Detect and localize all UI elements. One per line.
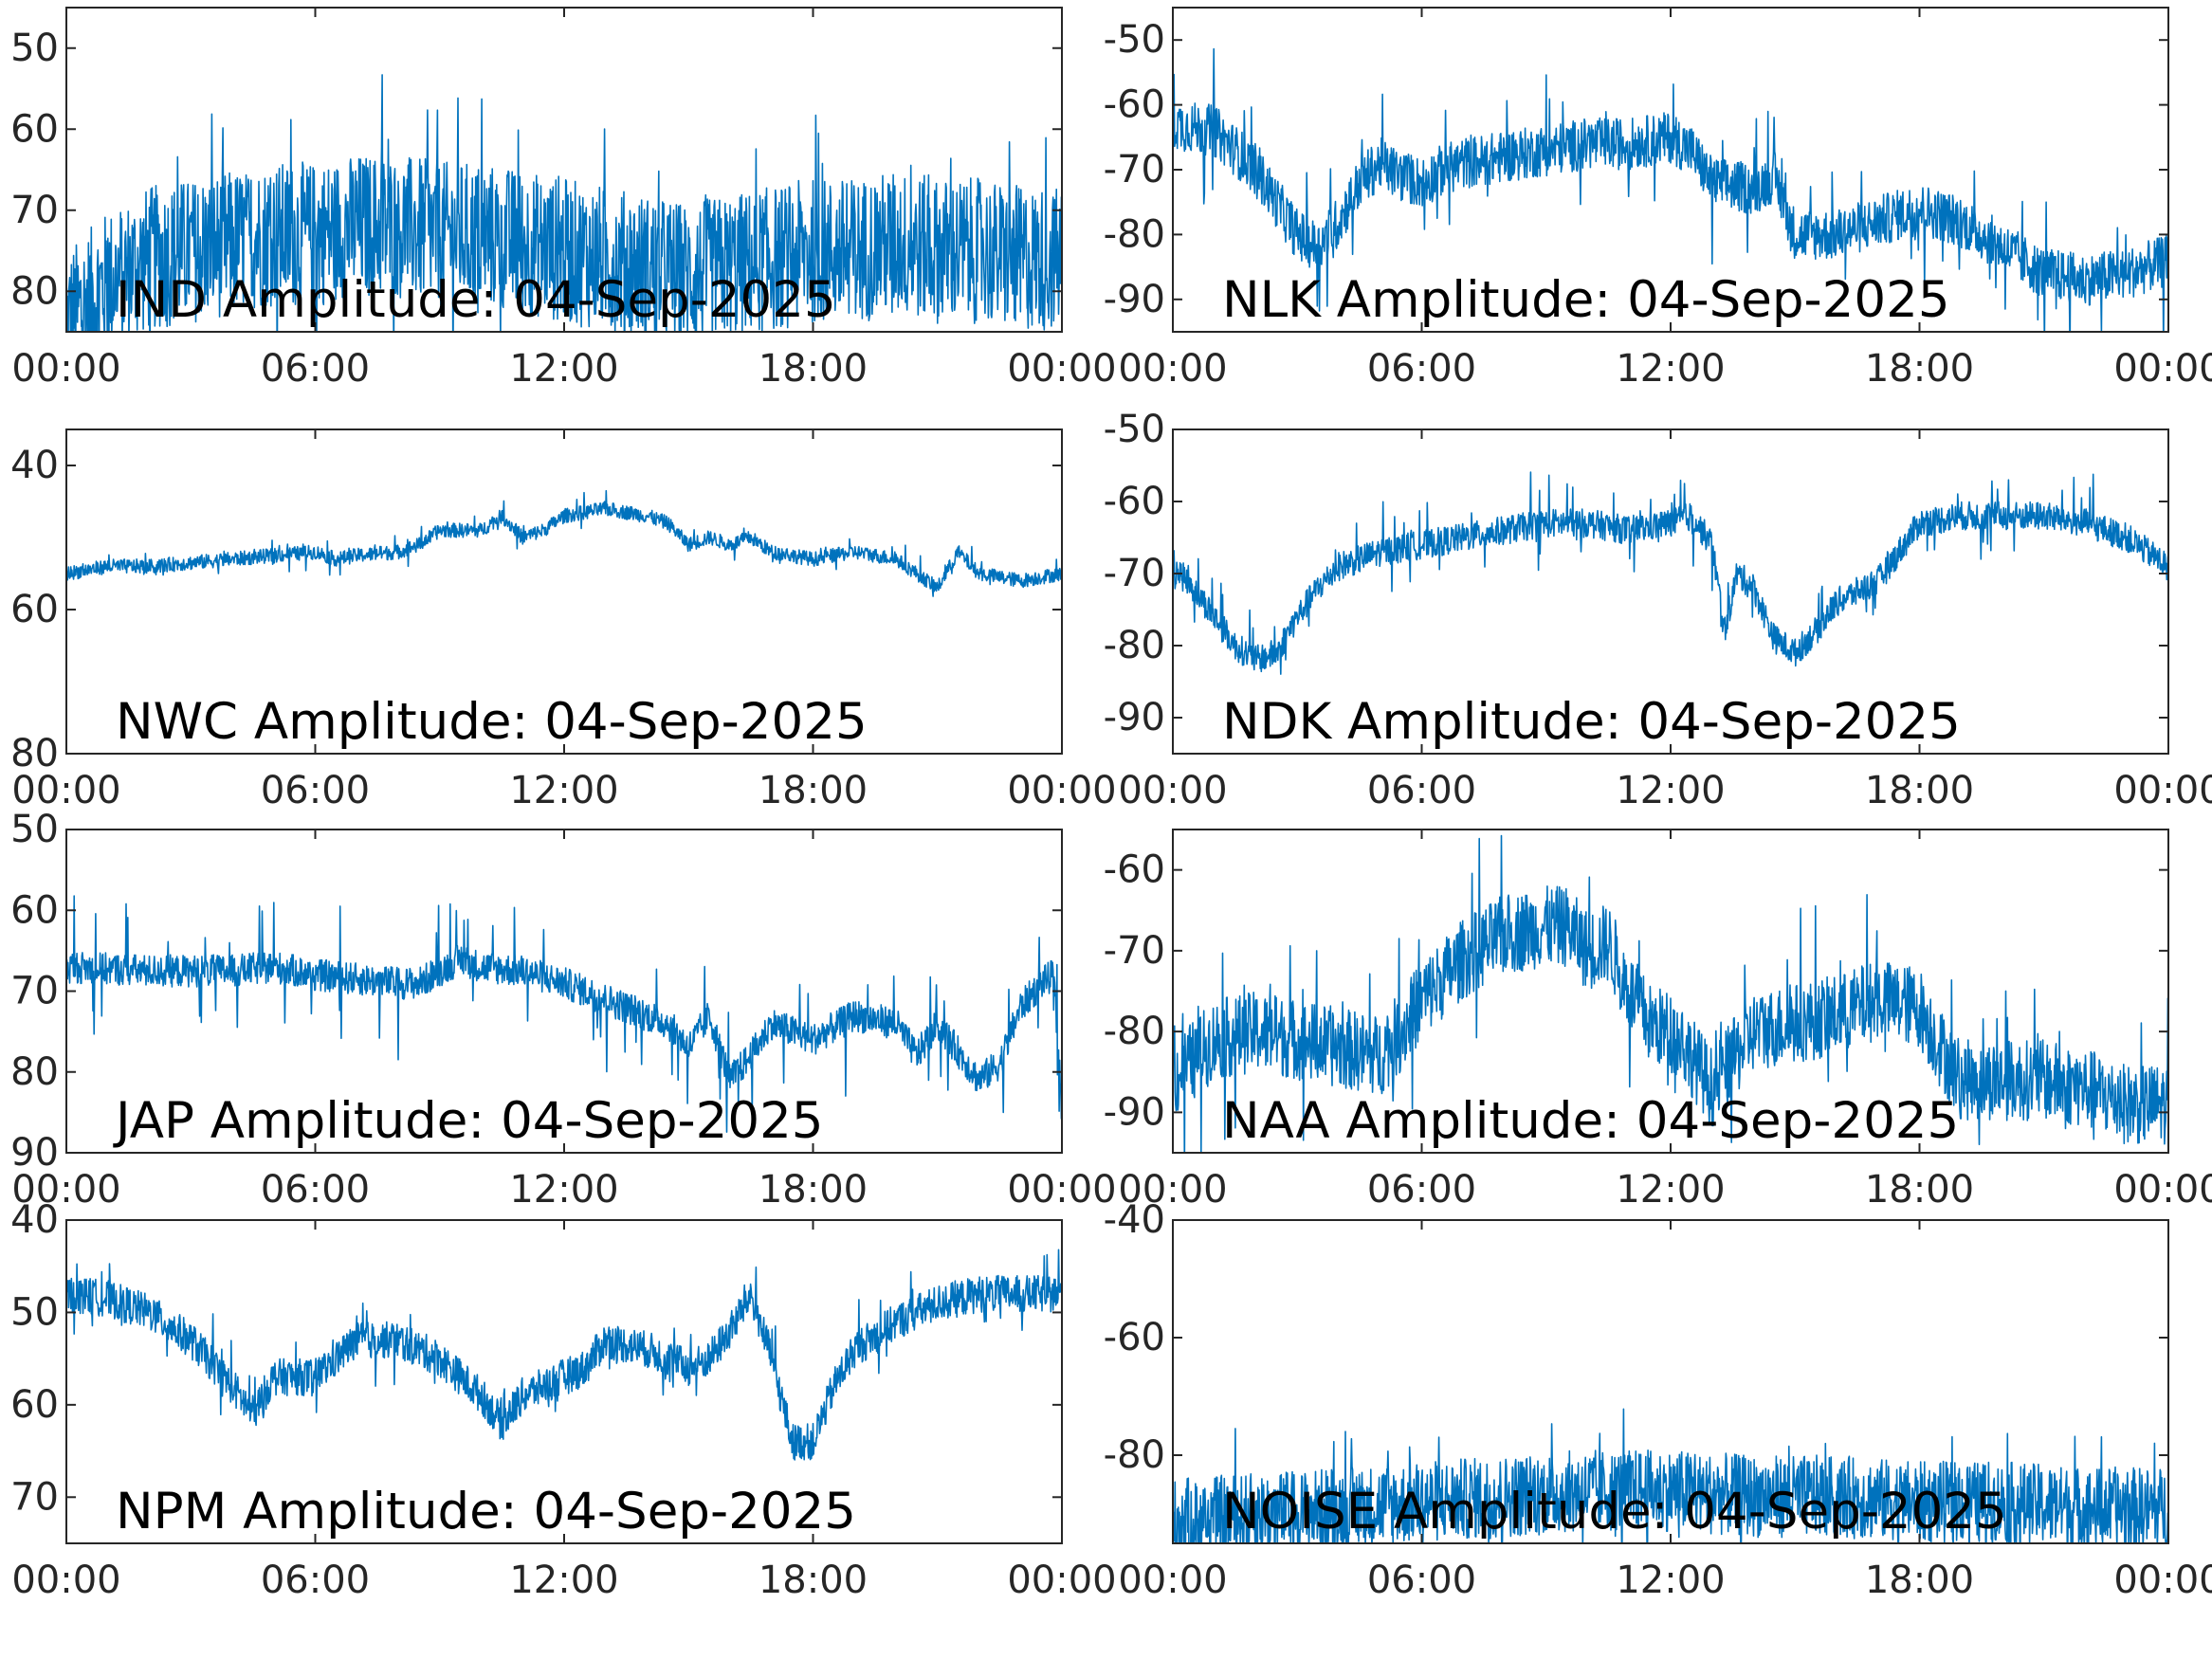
chart-npm: 00:00 06:00 12:00 18:00 00:00 40 50 60 70 NPM Amp… bbox=[10, 1198, 1117, 1602]
chart-nwc-x-tick-label: 00:00 bbox=[11, 769, 120, 812]
chart-nlk-y-tick-label: -90 bbox=[1104, 278, 1165, 321]
chart-jap-x-tick-label: 06:00 bbox=[261, 1168, 370, 1212]
chart-ind-y-tick-label: 50 bbox=[10, 27, 59, 70]
chart-ind-x-tick-label: 00:00 bbox=[11, 347, 120, 391]
chart-ind-x-tick-label: 12:00 bbox=[509, 347, 618, 391]
chart-npm-y-tick-label: 70 bbox=[10, 1475, 59, 1519]
chart-nwc-y-tick-label: 80 bbox=[10, 732, 59, 775]
chart-naa-series-line bbox=[1173, 834, 2168, 1153]
chart-nwc-x-tick-label: 18:00 bbox=[759, 769, 868, 812]
chart-nwc-series-line bbox=[66, 489, 1062, 597]
chart-noise-x-tick-label: 06:00 bbox=[1367, 1559, 1476, 1602]
chart-npm-x-tick-label: 00:00 bbox=[1007, 1559, 1116, 1602]
chart-ndk-y-tick-label: -70 bbox=[1104, 552, 1165, 595]
chart-npm-x-tick-label: 18:00 bbox=[759, 1559, 868, 1602]
chart-ndk-y-tick-label: -60 bbox=[1104, 480, 1165, 523]
chart-ind-title: IND Amplitude: 04-Sep-2025 bbox=[116, 271, 836, 329]
chart-naa-x-tick-label: 12:00 bbox=[1616, 1168, 1725, 1212]
chart-jap-y-tick-label: 80 bbox=[10, 1050, 59, 1094]
chart-noise-series-line bbox=[1173, 1408, 2168, 1543]
chart-nlk-y-tick-label: -60 bbox=[1104, 83, 1165, 127]
chart-naa-x-tick-label: 18:00 bbox=[1865, 1168, 1974, 1212]
chart-nlk-y-tick-label: -70 bbox=[1104, 148, 1165, 191]
chart-jap-title: JAP Amplitude: 04-Sep-2025 bbox=[113, 1092, 824, 1150]
chart-nwc-x-tick-label: 06:00 bbox=[261, 769, 370, 812]
chart-nwc-x-tick-label: 12:00 bbox=[509, 769, 618, 812]
chart-naa-y-tick-label: -60 bbox=[1104, 848, 1165, 892]
chart-ind-x-tick-label: 18:00 bbox=[759, 347, 868, 391]
chart-jap: 00:00 06:00 12:00 18:00 00:00 50 60 70 80 90 JAP A… bbox=[10, 808, 1117, 1212]
chart-ndk-title: NDK Amplitude: 04-Sep-2025 bbox=[1222, 693, 1961, 751]
chart-nlk-y-tick-label: -50 bbox=[1104, 18, 1165, 62]
chart-naa-y-tick-label: -80 bbox=[1104, 1010, 1165, 1053]
chart-ndk-x-tick-label: 18:00 bbox=[1865, 769, 1974, 812]
chart-ind-y-tick-label: 70 bbox=[10, 189, 59, 232]
chart-jap-y-tick-label: 50 bbox=[10, 808, 59, 851]
chart-jap-x-tick-label: 18:00 bbox=[759, 1168, 868, 1212]
chart-ndk-series-line bbox=[1173, 471, 2168, 675]
chart-jap-series-line bbox=[66, 895, 1062, 1133]
chart-nlk-title: NLK Amplitude: 04-Sep-2025 bbox=[1222, 271, 1950, 329]
chart-nlk-x-tick-label: 06:00 bbox=[1367, 347, 1476, 391]
chart-noise-x-tick-label: 00:00 bbox=[1118, 1559, 1227, 1602]
chart-nlk-x-tick-label: 12:00 bbox=[1616, 347, 1725, 391]
chart-ndk-y-tick-label: -80 bbox=[1104, 624, 1165, 667]
chart-noise-x-tick-label: 00:00 bbox=[2113, 1559, 2212, 1602]
chart-nlk-series-line bbox=[1173, 47, 2168, 332]
chart-noise-y-tick-label: -80 bbox=[1104, 1433, 1165, 1477]
chart-naa-x-tick-label: 06:00 bbox=[1367, 1168, 1476, 1212]
chart-nlk: 00:00 06:00 12:00 18:00 00:00 -50 -60 -70 -80 -90… bbox=[1104, 7, 2212, 391]
chart-nwc-x-tick-label: 00:00 bbox=[1007, 769, 1116, 812]
chart-npm-x-tick-label: 06:00 bbox=[261, 1559, 370, 1602]
chart-ind-x-tick-label: 06:00 bbox=[261, 347, 370, 391]
chart-noise-y-tick-label: -40 bbox=[1104, 1198, 1165, 1242]
chart-nlk-x-tick-label: 18:00 bbox=[1865, 347, 1974, 391]
chart-jap-y-tick-label: 90 bbox=[10, 1131, 59, 1175]
chart-nlk-x-tick-label: 00:00 bbox=[1118, 347, 1227, 391]
chart-nwc-y-tick-label: 60 bbox=[10, 588, 59, 631]
chart-jap-y-tick-label: 60 bbox=[10, 888, 59, 932]
chart-nwc-y-tick-label: 40 bbox=[10, 444, 59, 487]
chart-ndk-x-tick-label: 06:00 bbox=[1367, 769, 1476, 812]
chart-ind-x-tick-label: 00:00 bbox=[1007, 347, 1116, 391]
chart-ind: 00:00 06:00 12:00 18:00 00:00 50 60 70 80 IND Amp… bbox=[10, 7, 1117, 391]
chart-ind-y-tick-label: 80 bbox=[10, 269, 59, 313]
chart-npm-x-tick-label: 00:00 bbox=[11, 1559, 120, 1602]
chart-naa-x-tick-label: 00:00 bbox=[2113, 1168, 2212, 1212]
chart-jap-y-tick-label: 70 bbox=[10, 970, 59, 1013]
chart-npm-y-tick-label: 60 bbox=[10, 1383, 59, 1427]
chart-naa-y-tick-label: -90 bbox=[1104, 1090, 1165, 1134]
chart-ndk-x-tick-label: 12:00 bbox=[1616, 769, 1725, 812]
chart-naa-y-tick-label: -70 bbox=[1104, 929, 1165, 973]
chart-naa-x-tick-label: 00:00 bbox=[1118, 1168, 1227, 1212]
chart-noise: 00:00 06:00 12:00 18:00 00:00 -40 -60 -80 NOISE … bbox=[1104, 1198, 2212, 1602]
chart-noise-x-tick-label: 12:00 bbox=[1616, 1559, 1725, 1602]
chart-naa: 00:00 06:00 12:00 18:00 00:00 -60 -70 -80 -90 NAA… bbox=[1104, 829, 2212, 1212]
chart-ind-y-tick-label: 60 bbox=[10, 107, 59, 151]
chart-jap-x-tick-label: 00:00 bbox=[1007, 1168, 1116, 1212]
chart-npm-y-tick-label: 50 bbox=[10, 1290, 59, 1334]
chart-ndk-y-tick-label: -50 bbox=[1104, 408, 1165, 451]
chart-nlk-y-tick-label: -80 bbox=[1104, 212, 1165, 256]
chart-npm-y-tick-label: 40 bbox=[10, 1198, 59, 1242]
chart-nwc-title: NWC Amplitude: 04-Sep-2025 bbox=[116, 693, 868, 751]
chart-noise-title: NOISE Amplitude: 04-Sep-2025 bbox=[1222, 1483, 2007, 1540]
chart-ndk-x-tick-label: 00:00 bbox=[1118, 769, 1227, 812]
chart-npm-x-tick-label: 12:00 bbox=[509, 1559, 618, 1602]
chart-ind-series-line bbox=[66, 74, 1062, 332]
chart-nlk-x-tick-label: 00:00 bbox=[2113, 347, 2212, 391]
chart-nwc: 00:00 06:00 12:00 18:00 00:00 40 60 80 NWC Ampli… bbox=[10, 428, 1117, 812]
chart-ndk-x-tick-label: 00:00 bbox=[2113, 769, 2212, 812]
chart-noise-y-tick-label: -60 bbox=[1104, 1316, 1165, 1359]
chart-noise-x-tick-label: 18:00 bbox=[1865, 1559, 1974, 1602]
chart-jap-x-tick-label: 00:00 bbox=[11, 1168, 120, 1212]
chart-naa-title: NAA Amplitude: 04-Sep-2025 bbox=[1222, 1092, 1959, 1150]
chart-npm-series-line bbox=[66, 1249, 1062, 1461]
chart-npm-title: NPM Amplitude: 04-Sep-2025 bbox=[116, 1483, 856, 1540]
chart-ndk-y-tick-label: -90 bbox=[1104, 696, 1165, 739]
chart-jap-x-tick-label: 12:00 bbox=[509, 1168, 618, 1212]
chart-ndk: 00:00 06:00 12:00 18:00 00:00 -50 -60 -70 -80 -90… bbox=[1104, 408, 2212, 812]
